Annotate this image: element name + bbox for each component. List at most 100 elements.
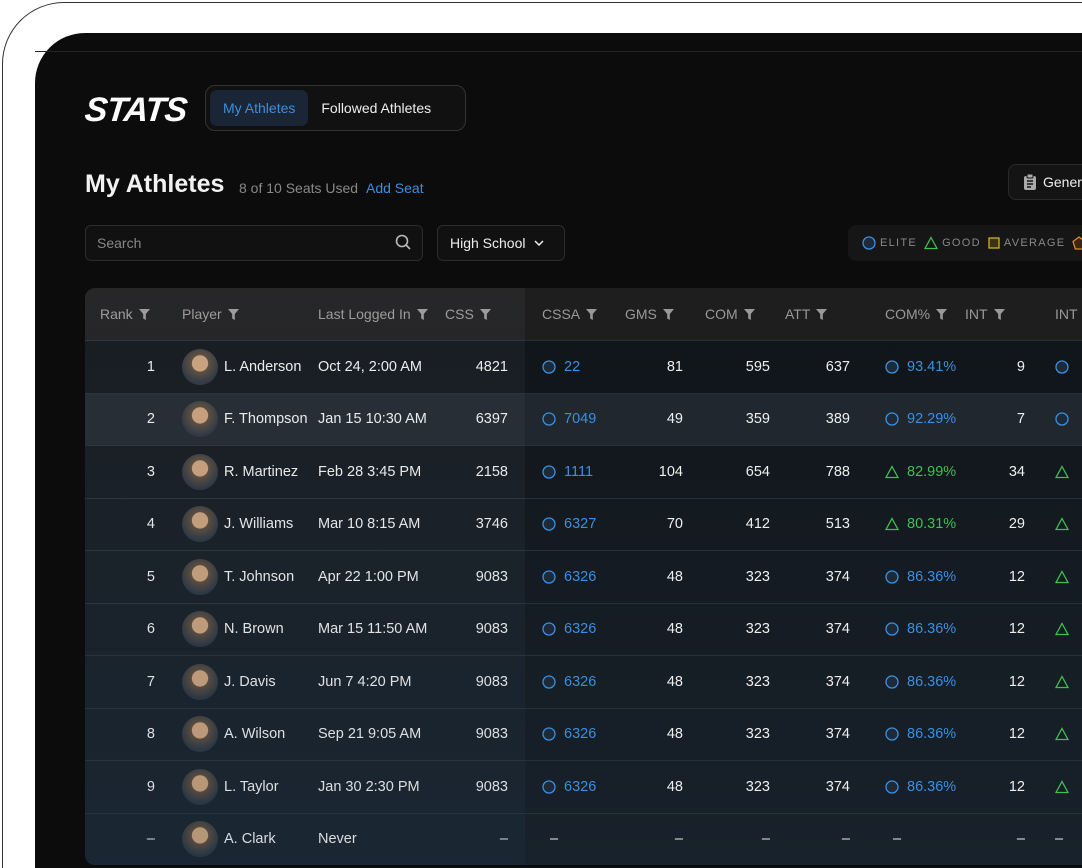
column-header[interactable]: Last Logged In [318,288,428,340]
legend-label: ELITE [880,237,918,249]
tab-my-athletes[interactable]: My Athletes [210,90,309,126]
rank-cell: 7 [146,673,155,690]
elite-circle-icon [542,465,556,479]
gms-cell: 104 [658,463,683,480]
att-cell: 374 [825,778,850,795]
rank-cell: 8 [146,726,155,743]
elite-circle-icon [885,570,899,584]
column-header[interactable]: Player [182,288,239,340]
page-title: My Athletes [85,170,225,198]
int-cell: 12 [1008,568,1025,585]
column-header[interactable]: ATT [785,288,828,340]
rank-cell: 4 [146,516,155,533]
table-row[interactable]: 9 L. Taylor Jan 30 2:30 PM 9083 6326 48 … [85,760,1082,813]
cssa-cell: 1111 [542,446,593,498]
gms-cell: 49 [666,411,683,428]
column-header[interactable]: CSS [445,288,491,340]
filter-icon[interactable] [416,308,428,320]
table-row[interactable]: 2 F. Thompson Jan 15 10:30 AM 6397 7049 … [85,392,1082,446]
table-row[interactable]: 3 R. Martinez Feb 28 3:45 PM 2158 1111 1… [85,445,1082,498]
good-triangle-icon [1055,727,1069,741]
column-header[interactable]: INT [1055,306,1078,322]
table-row[interactable]: 4 J. Williams Mar 10 8:15 AM 3746 6327 7… [85,497,1082,551]
rank-cell: 3 [146,463,155,480]
elite-circle-icon [542,570,556,584]
chevron-down-icon [533,240,544,246]
tab-followed-athletes[interactable]: Followed Athletes [321,100,432,116]
level-value: High School [450,235,526,251]
last-logged-cell: Oct 24, 2:00 AM [318,358,422,375]
filter-icon[interactable] [479,308,491,320]
att-cell: 374 [825,673,850,690]
com-cell: 323 [745,621,770,638]
pentagon-icon [1072,236,1082,250]
elite-circle-icon [542,675,556,689]
table-row[interactable]: 7 J. Davis Jun 7 4:20 PM 9083 6326 48 32… [85,655,1082,708]
rank-cell: – [146,831,155,848]
average-square-icon [988,237,1000,249]
column-header[interactable]: COM% [885,288,948,340]
avatar [182,821,218,858]
search-icon[interactable] [395,234,411,250]
view-tabs: My Athletes Followed Athletes [205,85,466,131]
table-row[interactable]: – A. Clark Never – – – – – – – – [85,812,1082,866]
avatar [182,768,218,805]
comp-pct-cell: 93.41% [885,341,956,393]
table-row[interactable]: 8 A. Wilson Sep 21 9:05 AM 9083 6326 48 … [85,707,1082,761]
att-cell: – [841,831,850,848]
filter-icon[interactable] [936,308,948,320]
elite-circle-icon [885,675,899,689]
filter-icon[interactable] [743,308,755,320]
gms-cell: 70 [666,516,683,533]
column-header[interactable]: COM [705,288,755,340]
search-input[interactable] [85,225,423,261]
css-cell: 6397 [475,411,508,428]
css-cell: 9083 [475,621,508,638]
int-cell: 12 [1008,778,1025,795]
com-cell: 654 [745,463,770,480]
player-cell: T. Johnson [182,551,294,603]
cssa-cell: 6326 [542,604,596,656]
level-select[interactable]: High School [437,225,565,261]
filter-icon[interactable] [586,308,598,320]
filter-icon[interactable] [816,308,828,320]
filter-icon[interactable] [227,308,239,320]
elite-circle-icon [542,412,556,426]
com-cell: 323 [745,673,770,690]
elite-circle-icon [542,727,556,741]
css-cell: 9083 [475,726,508,743]
column-header[interactable]: INT [965,288,1005,340]
good-triangle-icon [885,517,899,531]
add-seat-link[interactable]: Add Seat [366,180,424,196]
att-cell: 637 [825,358,850,375]
css-cell: 4821 [475,358,508,375]
com-cell: – [761,831,770,848]
good-triangle-icon [885,464,899,478]
comp-pct-cell: 86.36% [885,709,956,761]
int2-cell [1055,709,1069,761]
com-cell: 323 [745,726,770,743]
avatar [182,663,218,700]
elite-circle-icon [542,517,556,531]
elite-circle-icon [542,780,556,794]
column-header[interactable]: CSSA [542,288,598,340]
generate-label: Gener [1043,174,1082,190]
filter-icon[interactable] [138,308,150,320]
int2-cell [1055,761,1069,813]
column-header[interactable]: Rank [100,288,150,340]
filter-icon[interactable] [662,308,674,320]
legend-item: AVERAGE [988,237,1065,249]
logo: STATS [83,91,189,129]
column-header[interactable]: GMS [625,288,674,340]
table-row[interactable]: 6 N. Brown Mar 15 11:50 AM 9083 6326 48 … [85,602,1082,656]
css-cell: 9083 [475,568,508,585]
filter-icon[interactable] [993,308,1005,320]
last-logged-cell: Apr 22 1:00 PM [318,568,419,585]
legend-label: AVERAGE [1003,237,1066,249]
table-row[interactable]: 5 T. Johnson Apr 22 1:00 PM 9083 6326 48… [85,550,1082,603]
css-cell: 9083 [475,673,508,690]
generate-button[interactable]: Gener [1008,164,1082,200]
gms-cell: 48 [666,778,683,795]
table-row[interactable]: 1 L. Anderson Oct 24, 2:00 AM 4821 22 81… [85,340,1082,393]
cssa-cell: 7049 [542,394,596,446]
